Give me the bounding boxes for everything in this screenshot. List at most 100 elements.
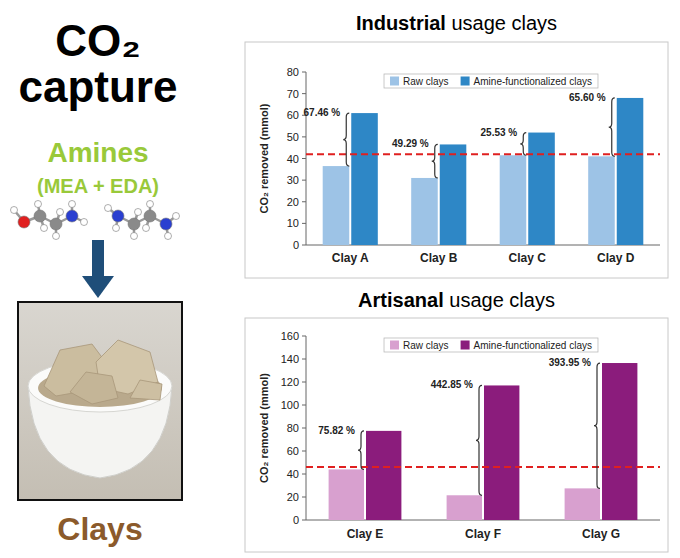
category-label: Clay G — [582, 527, 620, 541]
y-tick-label: 20 — [287, 491, 299, 503]
increase-label: 65.60 % — [569, 92, 606, 103]
y-tick-label: 70 — [287, 88, 299, 100]
atom — [35, 201, 42, 208]
atom — [81, 219, 88, 226]
bracket — [358, 431, 364, 470]
molecule-eda — [105, 201, 180, 240]
reference-line — [306, 153, 660, 155]
y-tick-label: 100 — [281, 399, 299, 411]
bar — [484, 385, 519, 520]
y-tick — [302, 136, 306, 137]
bar — [447, 495, 482, 520]
amines-label: Amines — [47, 137, 148, 168]
category-label: Clay F — [465, 527, 501, 541]
increase-label: 442.85 % — [431, 379, 473, 390]
bracket — [476, 385, 482, 495]
legend-box — [384, 74, 598, 88]
category-label: Clay C — [509, 251, 547, 265]
bar — [329, 469, 364, 520]
graphical-abstract: CO₂capture Amines (MEA + EDA) Clays Industri… — [0, 0, 680, 558]
atom — [112, 210, 124, 222]
legend-box — [384, 338, 598, 352]
y-tick — [302, 180, 306, 181]
legend-swatch — [390, 341, 399, 350]
y-tick-label: 120 — [281, 376, 299, 388]
atom — [165, 233, 172, 240]
increase-label: 75.82 % — [318, 425, 355, 436]
y-tick — [302, 223, 306, 224]
atom — [105, 205, 112, 212]
y-tick — [302, 428, 306, 429]
legend-label: Amine-functionalized clays — [474, 340, 592, 351]
y-tick — [302, 72, 306, 73]
y-tick-label: 30 — [287, 174, 299, 186]
category-label: Clay A — [332, 251, 369, 265]
bracket — [343, 113, 349, 166]
atom — [147, 201, 154, 208]
atom — [131, 233, 138, 240]
chart: Artisanal usage clays0204060801001201401… — [245, 289, 668, 552]
bar — [528, 133, 555, 245]
clay-lump — [130, 380, 162, 400]
legend: Raw clays Amine-functionalized clays — [384, 338, 598, 352]
bar — [440, 144, 467, 245]
increase-label: 393.95 % — [549, 357, 591, 368]
clay-lump — [70, 372, 118, 404]
bar — [602, 363, 637, 520]
y-tick — [302, 451, 306, 452]
atom — [135, 209, 142, 216]
category-label: Clay E — [347, 527, 384, 541]
bar — [588, 156, 615, 245]
atom — [128, 218, 140, 230]
amine-names: (MEA + EDA) — [37, 175, 159, 197]
y-tick-label: 40 — [287, 468, 299, 480]
category-label: Clay B — [420, 251, 458, 265]
legend-swatch — [390, 77, 399, 86]
y-axis-title: CO₂ removed (mmol) — [258, 103, 270, 213]
plot-area — [306, 363, 660, 520]
y-tick-label: 40 — [287, 153, 299, 165]
bar — [500, 155, 527, 245]
chart-title-rest: usage clays — [446, 12, 557, 34]
legend: Raw claysAmine-functionalized clays — [384, 74, 598, 88]
y-tick-label: 80 — [287, 422, 299, 434]
y-tick — [302, 201, 306, 202]
legend-swatch — [461, 77, 470, 86]
bracket — [594, 363, 600, 488]
atom — [173, 213, 180, 220]
atom — [11, 207, 18, 214]
atom — [69, 201, 76, 208]
chart-title-bold: Industrial — [356, 12, 446, 34]
atom — [144, 210, 156, 222]
atom — [113, 225, 120, 232]
y-tick — [302, 158, 306, 159]
clays-label: Clays — [57, 511, 142, 547]
y-tick-label: 60 — [287, 445, 299, 457]
y-tick — [302, 497, 306, 498]
bar — [366, 431, 401, 520]
legend-label: Raw clays — [403, 340, 449, 351]
bar — [411, 178, 438, 245]
increase-label: 67.46 % — [304, 107, 341, 118]
chart-frame — [245, 42, 668, 278]
y-tick-label: 20 — [287, 196, 299, 208]
y-tick-label: 10 — [287, 217, 299, 229]
main-title: CO₂capture — [19, 16, 178, 111]
increase-label: 25.53 % — [481, 127, 518, 138]
category-label: Clay D — [597, 251, 635, 265]
atom — [143, 225, 150, 232]
bracket — [609, 98, 615, 156]
main-title-line: CO₂ — [55, 16, 141, 65]
y-axis-title: CO₂ removed (mmol) — [258, 373, 270, 483]
bar — [351, 113, 378, 245]
reference-line — [306, 466, 660, 468]
y-tick — [302, 474, 306, 475]
molecule-mea — [11, 201, 88, 240]
main-title-line: capture — [19, 62, 178, 111]
chart-frame — [245, 318, 668, 552]
arrow-shaft — [92, 240, 104, 278]
y-tick-label: 50 — [287, 131, 299, 143]
y-tick — [302, 520, 306, 521]
y-tick — [302, 359, 306, 360]
arrow-head — [82, 276, 114, 298]
